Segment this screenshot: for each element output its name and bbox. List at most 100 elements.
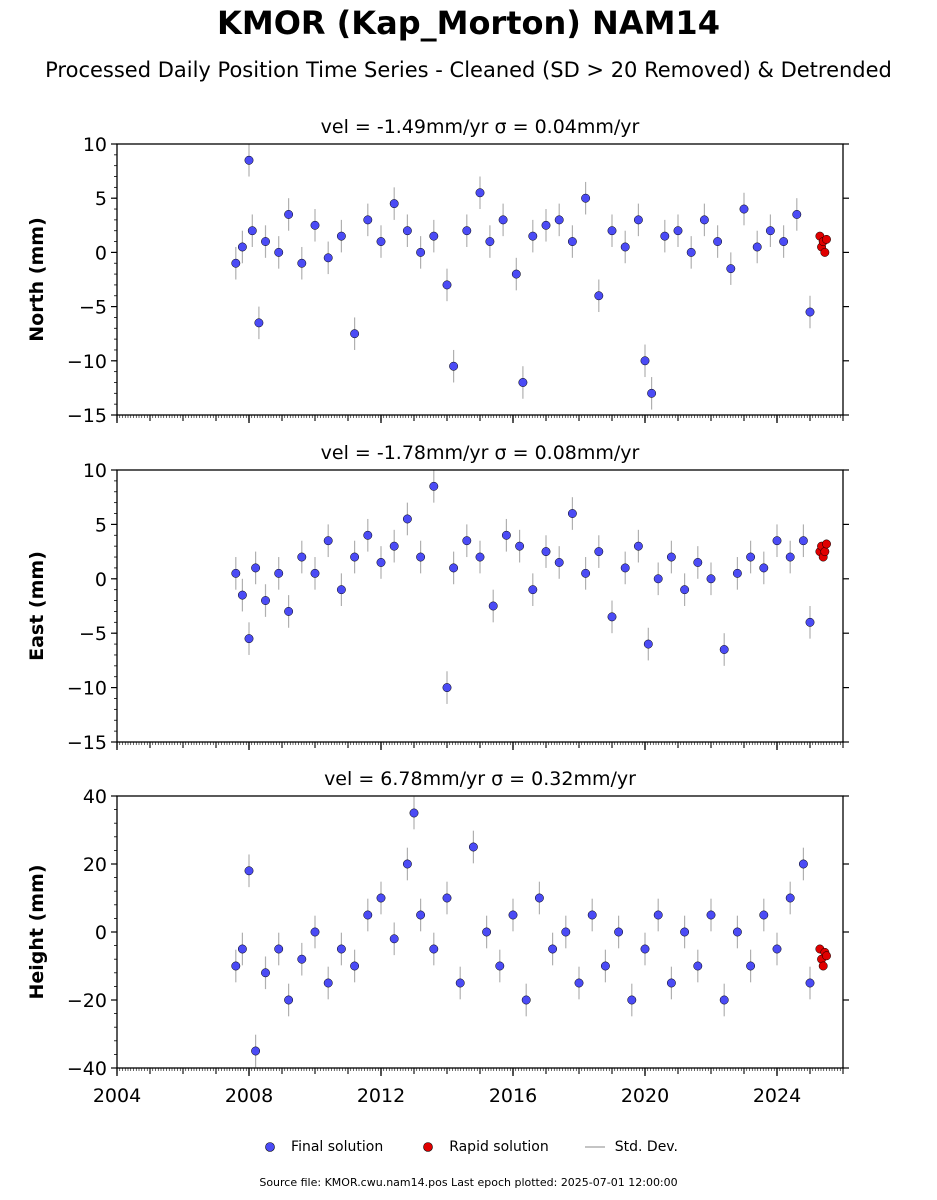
final-solution-point <box>785 552 795 562</box>
east-panel: −15 −10 −5 0 5 10 vel = -1.78mm/yr σ = 0.08mm/… <box>26 442 849 754</box>
final-solution-point <box>693 961 703 971</box>
y-tick-label: 5 <box>95 188 107 210</box>
final-solution-point <box>261 968 270 978</box>
final-solution-point <box>732 568 742 578</box>
final-solution-point <box>620 242 630 252</box>
final-solution-point <box>274 568 284 578</box>
final-solution-point <box>620 563 630 573</box>
final-solution-point <box>237 590 247 600</box>
final-solution-point <box>759 910 769 920</box>
final-solution-point <box>485 237 495 247</box>
final-solution-point <box>251 1046 261 1056</box>
final-solution-point <box>765 226 775 236</box>
final-solution-point <box>666 978 676 988</box>
figure-subtitle: Processed Daily Position Time Series - C… <box>45 58 892 82</box>
final-solution-point <box>643 639 653 649</box>
final-solution-point <box>653 574 663 584</box>
figure-title: KMOR (Kap_Morton) NAM14 <box>217 4 720 42</box>
final-solution-point <box>455 978 465 988</box>
final-solution-point <box>759 563 769 573</box>
panel-title: vel = -1.78mm/yr σ = 0.08mm/yr <box>321 442 640 464</box>
final-solution-point <box>511 269 521 279</box>
final-solution-point <box>541 220 551 230</box>
final-solution-point <box>488 601 498 611</box>
y-tick-label: −40 <box>67 1058 107 1080</box>
y-tick-label: 0 <box>95 922 107 944</box>
legend-label-final: Final solution <box>291 1139 384 1155</box>
final-solution-point <box>416 247 426 257</box>
final-solution-point <box>429 481 439 491</box>
y-tick-label: 10 <box>83 460 107 482</box>
final-solution-point <box>409 808 419 818</box>
north-panel: −15 −10 −5 0 5 10 vel = -1.49mm/yr σ = 0.04mm/… <box>26 116 849 427</box>
legend-item-final: Final solution <box>259 1138 383 1156</box>
final-solution-point <box>561 927 571 937</box>
final-solution-point <box>607 612 617 622</box>
final-solution-point <box>237 944 247 954</box>
y-tick-label: −15 <box>67 732 107 754</box>
final-solution-point <box>772 944 782 954</box>
final-solution-point <box>297 552 307 562</box>
final-solution-point <box>719 995 729 1005</box>
final-solution-point <box>746 552 756 562</box>
final-solution-point <box>284 606 294 616</box>
x-tick-label: 2008 <box>225 1085 273 1107</box>
final-solution-point <box>792 210 802 219</box>
y-tick-label: 20 <box>83 854 107 876</box>
final-solution-point <box>567 509 577 518</box>
final-solution-point <box>297 954 307 964</box>
y-tick-label: 40 <box>83 786 107 808</box>
final-solution-point <box>323 253 333 263</box>
panel-title: vel = -1.49mm/yr σ = 0.04mm/yr <box>321 116 640 138</box>
y-tick-label: −10 <box>67 351 107 373</box>
legend-item-std: Std. Dev. <box>583 1138 678 1156</box>
final-solution-point <box>495 961 505 971</box>
final-solution-point <box>680 585 690 595</box>
rapid-marker-icon <box>423 1142 433 1152</box>
final-solution-point <box>660 231 670 241</box>
final-solution-point <box>310 568 320 578</box>
final-solution-point <box>284 995 294 1005</box>
final-solution-point <box>336 944 346 954</box>
final-solution-point <box>323 978 333 988</box>
final-solution-point <box>247 226 257 236</box>
final-solution-point <box>231 258 241 268</box>
legend-label-rapid: Rapid solution <box>449 1139 549 1155</box>
final-solution-point <box>429 231 439 241</box>
rapid-solution-point <box>822 539 831 549</box>
x-tick-label: 2020 <box>621 1085 669 1107</box>
final-solution-point <box>805 617 815 627</box>
final-solution-point <box>274 247 284 257</box>
final-solution-point <box>310 927 320 937</box>
final-solution-point <box>680 927 690 937</box>
final-solution-point <box>482 927 492 937</box>
final-solution-point <box>554 215 564 225</box>
final-solution-point <box>581 568 591 578</box>
final-solution-point <box>779 237 789 247</box>
final-solution-point <box>607 226 617 236</box>
y-tick-label: −15 <box>67 405 107 427</box>
legend-item-rapid: Rapid solution <box>417 1138 549 1156</box>
final-solution-point <box>686 247 696 257</box>
final-solution-point <box>442 280 452 290</box>
final-solution-point <box>508 910 518 920</box>
final-solution-point <box>416 552 426 562</box>
final-solution-point <box>640 944 650 954</box>
y-tick-label: 5 <box>95 514 107 536</box>
final-solution-point <box>402 514 412 524</box>
final-solution-point <box>706 574 716 584</box>
rapid-solution-point <box>822 951 831 961</box>
final-solution-point <box>376 558 386 567</box>
final-solution-point <box>647 388 657 398</box>
final-solution-point <box>449 563 459 573</box>
final-solution-point <box>785 893 795 903</box>
final-solution-point <box>627 995 637 1005</box>
final-solution-point <box>231 568 241 578</box>
final-solution-point <box>442 683 452 693</box>
final-solution-point <box>548 944 558 954</box>
x-tick-label: 2004 <box>93 1085 141 1107</box>
final-solution-point <box>805 307 815 317</box>
final-solution-point <box>805 978 815 988</box>
final-solution-point <box>594 291 604 301</box>
final-solution-point <box>402 859 412 869</box>
